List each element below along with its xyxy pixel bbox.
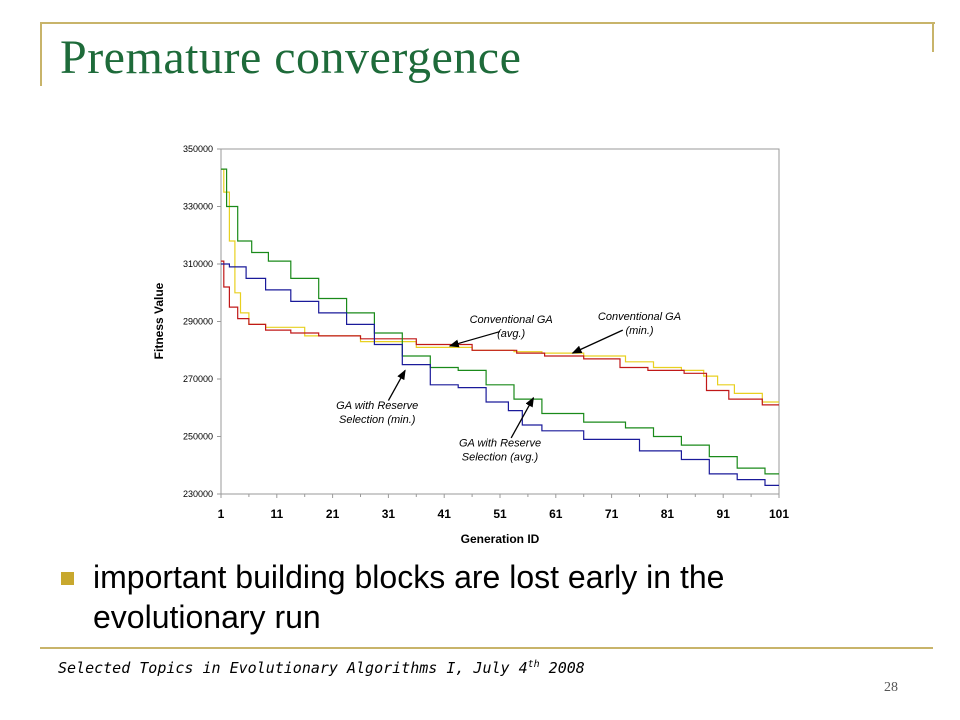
x-tick-label: 41 [438, 507, 452, 521]
annotation-label: (min.) [625, 325, 653, 337]
y-tick-label: 310000 [183, 259, 213, 269]
y-tick-label: 270000 [183, 374, 213, 384]
x-tick-label: 11 [270, 507, 283, 521]
x-tick-label: 21 [326, 507, 340, 521]
annotation-label: Selection (min.) [339, 414, 416, 426]
slide-title: Premature convergence [60, 31, 522, 84]
annotation-label: GA with Reserve [336, 400, 418, 412]
x-tick-label: 31 [382, 507, 396, 521]
annotation-label: Conventional GA [598, 311, 681, 323]
frame-right-border [932, 22, 934, 52]
footer-main: Selected Topics in Evolutionary Algorith… [58, 659, 528, 677]
footer-text: Selected Topics in Evolutionary Algorith… [58, 659, 585, 677]
annotation-arrow [510, 396, 535, 439]
y-tick-label: 350000 [183, 144, 213, 154]
frame-top-border [40, 22, 935, 24]
annotation-arrow [448, 330, 501, 348]
x-tick-label: 91 [717, 507, 731, 521]
y-tick-label: 290000 [183, 317, 213, 327]
y-tick-label: 330000 [183, 202, 213, 212]
annotation-arrow [571, 329, 624, 354]
plot-area [220, 148, 780, 495]
footer-year: 2008 [539, 659, 585, 677]
y-axis-label: Fitness Value [152, 282, 166, 359]
series-line-2 [221, 168, 779, 475]
x-axis-label: Generation ID [461, 532, 540, 546]
x-tick-label: 61 [549, 507, 563, 521]
y-tick-label: 230000 [183, 489, 213, 499]
y-tick-label: 250000 [183, 432, 213, 442]
series-line-1 [221, 260, 779, 406]
frame-left-border [40, 22, 42, 86]
fitness-chart: 230000 250000 270000 290000 310000 330000 3500… [152, 144, 789, 546]
bullet-text: important building blocks are lost early… [93, 559, 725, 635]
x-tick-label: 51 [493, 507, 507, 521]
x-tick-label: 81 [661, 507, 675, 521]
bullet-marker [61, 572, 74, 585]
annotation-label: Conventional GA [470, 314, 553, 326]
annotation-label: GA with Reserve [459, 438, 541, 450]
x-tick-label: 101 [769, 507, 789, 521]
footer-sup: th [527, 659, 540, 670]
series-line-3 [221, 263, 779, 486]
x-tick-label: 1 [218, 507, 225, 521]
x-tick-label: 71 [605, 507, 619, 521]
footer-divider [40, 647, 933, 649]
annotation-label: Selection (avg.) [462, 452, 539, 464]
page-number: 28 [884, 680, 898, 695]
annotation-arrow [387, 369, 406, 401]
annotation-label: (avg.) [497, 328, 525, 340]
